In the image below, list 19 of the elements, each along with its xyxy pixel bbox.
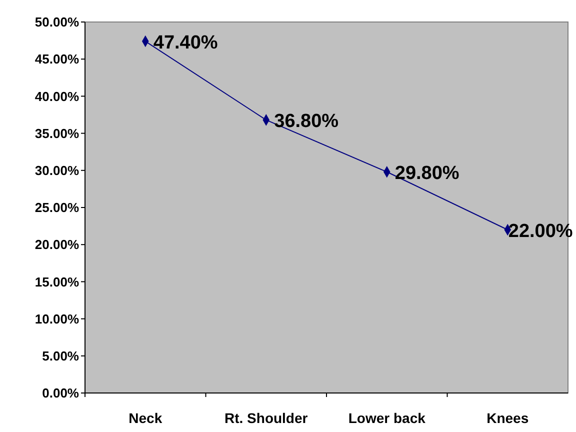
y-tick-label: 25.00%: [34, 200, 80, 216]
y-tick-label: 10.00%: [34, 311, 80, 326]
data-label: 36.80%: [274, 110, 339, 132]
data-label: 29.80%: [394, 162, 460, 184]
data-label: 47.40%: [153, 32, 218, 54]
y-tick-label: 50.00%: [34, 14, 80, 30]
x-tick-label: Knees: [486, 410, 529, 426]
y-tick-label: 35.00%: [34, 126, 80, 141]
y-tick-label: 20.00%: [34, 237, 80, 252]
y-tick-label: 0.00%: [42, 386, 80, 401]
y-tick-label: 5.00%: [42, 348, 80, 364]
x-tick-label: Lower back: [348, 410, 426, 426]
y-tick-label: 30.00%: [34, 162, 80, 178]
x-tick-label: Rt. Shoulder: [224, 410, 308, 426]
y-tick-label: 40.00%: [34, 88, 80, 104]
y-tick-label: 45.00%: [34, 52, 80, 67]
x-tick-label: Neck: [128, 410, 162, 426]
data-label: 22.00%: [508, 220, 573, 242]
y-tick-label: 15.00%: [34, 274, 80, 290]
